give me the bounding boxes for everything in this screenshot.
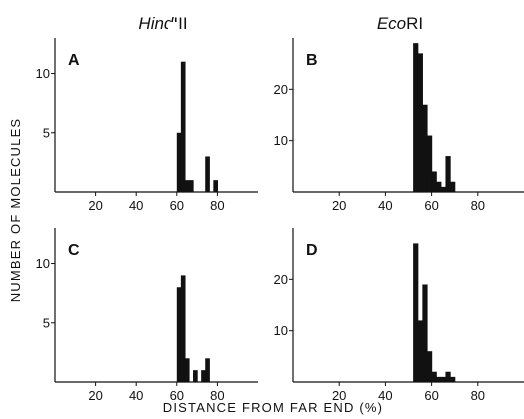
panel-d: D 10 20 20 40 60 80 <box>274 228 524 403</box>
panel-d-bar <box>413 243 419 382</box>
panel-a-y-tick-label: 10 <box>36 66 50 81</box>
panel-d-x-tick-label: 60 <box>424 388 438 403</box>
panel-c-bar <box>180 275 186 382</box>
panel-a-x-tick-label: 40 <box>129 198 143 213</box>
panel-c-x-tick-label: 80 <box>210 388 224 403</box>
panel-a: A 5 10 20 40 60 80 <box>36 38 258 213</box>
panel-a-y-tick-label: 5 <box>43 125 50 140</box>
panel-c-x-tick-label: 60 <box>170 388 184 403</box>
panel-b-x-tick-label: 80 <box>471 198 485 213</box>
panel-c-bar <box>201 370 206 382</box>
panel-d-bar <box>426 351 433 382</box>
panel-a-bar <box>205 156 210 192</box>
panel-b-x-tick-label: 20 <box>332 198 346 213</box>
panel-c-bar <box>193 370 198 382</box>
panel-c-x-tick-label: 20 <box>88 388 102 403</box>
panel-b-x-tick-label: 40 <box>378 198 392 213</box>
panel-b: B 10 20 20 40 60 80 <box>274 38 524 213</box>
panel-d-bar <box>445 371 451 382</box>
panel-d-x-tick-label: 80 <box>471 388 485 403</box>
y-axis-title: NUMBER OF MOLECULES <box>8 118 23 303</box>
ecori-title-rest: RI <box>406 14 423 33</box>
panel-d-x-tick-label: 20 <box>332 388 346 403</box>
panel-a-letter: A <box>68 52 80 69</box>
panel-b-y-tick-label: 20 <box>274 82 288 97</box>
panel-b-x-tick-label: 60 <box>424 198 438 213</box>
panel-d-y-tick-label: 10 <box>274 323 288 338</box>
panel-a-x-tick-label: 60 <box>170 198 184 213</box>
panel-b-bar <box>450 181 456 192</box>
hindiii-title-gap <box>168 22 177 36</box>
panel-d-bar <box>440 376 447 382</box>
panel-a-x-tick-label: 80 <box>210 198 224 213</box>
panel-d-bar <box>422 284 428 382</box>
panel-b-letter: B <box>306 52 318 69</box>
panel-c-bar <box>205 358 210 382</box>
panel-d-y-tick-label: 20 <box>274 272 288 287</box>
panel-c: C 5 10 20 40 60 80 <box>36 228 258 403</box>
panel-a-x-tick-label: 20 <box>88 198 102 213</box>
panel-a-bar <box>176 132 182 192</box>
panel-a-bar <box>213 180 218 192</box>
panel-b-bar <box>422 104 428 192</box>
panel-d-letter: D <box>306 242 318 259</box>
panel-a-bar <box>180 61 186 192</box>
panel-d-x-tick-label: 40 <box>378 388 392 403</box>
panel-b-bar <box>413 43 419 193</box>
panel-c-x-tick-label: 40 <box>129 388 143 403</box>
panel-a-bar <box>188 180 194 192</box>
panel-d-bar <box>436 376 442 382</box>
panel-a-bar <box>184 180 190 192</box>
panel-b-y-tick-label: 10 <box>274 133 288 148</box>
hindiii-column-title: HindIII <box>138 14 187 33</box>
panel-c-letter: C <box>68 242 80 259</box>
panel-c-y-tick-label: 5 <box>43 315 50 330</box>
panel-c-bar <box>176 287 182 382</box>
panel-d-bar <box>450 376 456 382</box>
panel-d-bar <box>431 371 437 382</box>
panel-b-bar <box>431 171 437 192</box>
panel-b-bar <box>417 53 423 193</box>
x-axis-title: DISTANCE FROM FAR END (%) <box>163 400 383 415</box>
panel-b-bar <box>445 156 451 192</box>
hindiii-title-italic: Hind <box>138 14 174 33</box>
panel-b-bar <box>436 181 442 192</box>
panel-c-bar <box>184 358 190 382</box>
panel-b-bar <box>426 135 433 192</box>
panel-c-y-tick-label: 10 <box>36 256 50 271</box>
ecori-column-title: EcoRI <box>377 14 423 33</box>
panel-d-bar <box>417 320 423 382</box>
panel-b-bar <box>440 186 447 192</box>
ecori-title-italic: Eco <box>377 14 406 33</box>
